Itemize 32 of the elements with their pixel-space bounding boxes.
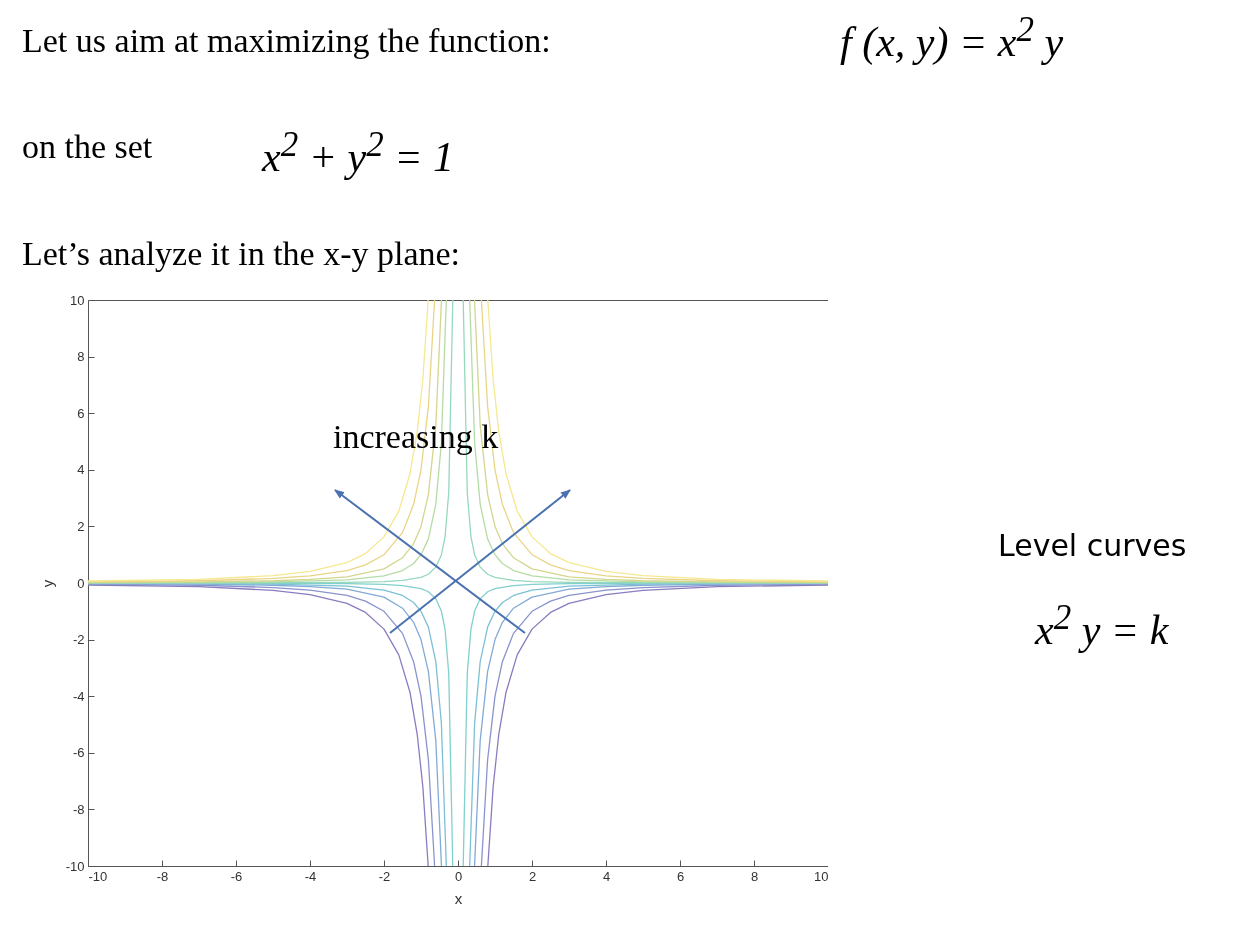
text: f (x, y) = x$^{2}$ y	[840, 10, 1064, 66]
x-tick-label: 4	[602, 868, 611, 884]
y-tick-label: -6	[72, 745, 85, 761]
text: x$^{2}$ + y$^{2}$ = 1	[262, 125, 454, 181]
y-tick-label: 8	[77, 349, 85, 365]
y-tick-label: 4	[77, 462, 85, 478]
text: Let’s analyze it in the x-y plane:	[22, 235, 461, 273]
y-tick-label: 0	[77, 575, 85, 591]
x-tick-label: -10	[88, 868, 108, 884]
y-tick-label: 6	[77, 405, 85, 421]
y-tick-label: -4	[72, 688, 85, 704]
y-tick-label: -10	[65, 858, 85, 874]
x-tick-label: 10	[814, 868, 829, 884]
x-tick-label: -8	[156, 868, 169, 884]
text: Level curves	[998, 528, 1187, 563]
annotation: increasing k	[333, 418, 499, 456]
x-tick-label: 6	[676, 868, 685, 884]
y-tick-label: -2	[72, 632, 85, 648]
x-tick-label: -2	[378, 868, 391, 884]
text: x$^{2}$ y = k	[1035, 598, 1169, 654]
x-tick-label: 2	[528, 868, 537, 884]
y-tick-label: -8	[72, 801, 85, 817]
x-tick-label: 0	[454, 868, 463, 884]
x-tick-label: -6	[230, 868, 243, 884]
text: on the set	[22, 128, 153, 166]
x-tick-label: 8	[750, 868, 759, 884]
x-tick-label: -4	[304, 868, 317, 884]
y-tick-label: 10	[70, 292, 85, 308]
y-axis-title: y	[38, 579, 56, 588]
y-tick-label: 2	[77, 518, 85, 534]
chart-title: Let us aim at maximizing the function:	[22, 22, 551, 60]
x-axis-title: x	[454, 889, 463, 907]
